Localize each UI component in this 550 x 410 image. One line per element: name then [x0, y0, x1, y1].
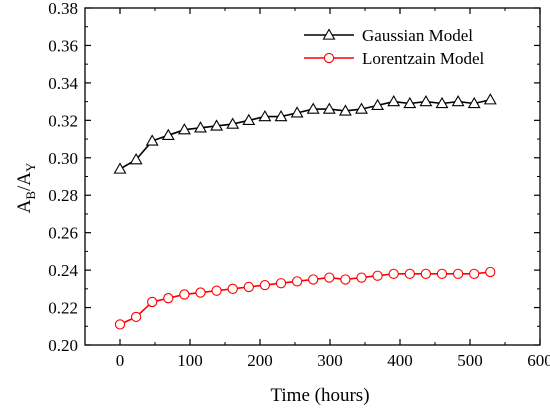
y-tick-label: 0.28: [48, 186, 78, 205]
series-line: [119, 98, 491, 170]
legend-label: Gaussian Model: [362, 26, 473, 45]
data-point: [195, 287, 206, 298]
y-axis-title-main-b: A: [14, 172, 35, 186]
data-point: [226, 117, 240, 129]
data-point: [242, 113, 256, 126]
y-tick-label: 0.30: [48, 149, 78, 168]
data-point: [451, 95, 465, 107]
legend-label: Lorentzain Model: [362, 49, 485, 68]
legend-marker: [323, 52, 335, 64]
x-tick-label: 100: [177, 351, 203, 370]
data-point: [322, 102, 336, 114]
data-point: [179, 289, 190, 300]
y-tick-label: 0.34: [48, 74, 78, 93]
data-point: [436, 268, 448, 280]
y-axis-title-sub-b: Y: [23, 162, 38, 172]
data-point: [388, 268, 399, 280]
series-2: [114, 266, 496, 330]
data-point: [258, 109, 272, 122]
data-point: [243, 281, 254, 293]
data-point: [211, 285, 222, 296]
data-point: [356, 272, 367, 283]
y-axis-title: AB/AY: [14, 162, 38, 213]
data-point: [145, 134, 159, 146]
data-point: [177, 123, 191, 135]
data-point: [113, 162, 127, 174]
data-point: [483, 93, 497, 105]
data-point: [371, 98, 385, 111]
data-point: [324, 272, 335, 283]
x-axis-title: Time (hours): [270, 385, 369, 406]
data-point: [130, 311, 142, 323]
series-line: [119, 271, 491, 326]
data-point: [308, 274, 319, 285]
data-point: [419, 95, 433, 107]
y-tick-label: 0.24: [48, 261, 78, 280]
data-point: [338, 104, 352, 116]
y-tick-label: 0.26: [48, 224, 78, 243]
legend: Gaussian Model Lorentzain Model: [304, 26, 485, 68]
data-point: [340, 274, 351, 285]
y-tick-label: 0.38: [48, 0, 78, 18]
data-point: [467, 96, 481, 109]
x-tick-label: 0: [116, 351, 125, 370]
data-point: [114, 319, 126, 330]
y-tick-label: 0.20: [48, 336, 78, 355]
data-point: [420, 268, 432, 280]
data-point: [485, 266, 496, 278]
data-point: [163, 293, 174, 304]
y-axis-title-main-a: A: [14, 199, 35, 213]
x-tick-label: 500: [457, 351, 483, 370]
y-axis-title-sub-a: B: [23, 191, 38, 200]
data-point: [372, 270, 383, 281]
data-point: [355, 102, 368, 114]
data-point: [259, 279, 271, 291]
x-tick-label: 400: [387, 351, 413, 370]
data-point: [147, 296, 158, 308]
y-tick-label: 0.32: [48, 111, 78, 130]
series-1: [113, 93, 497, 174]
data-point: [275, 278, 287, 289]
x-tick-label: 300: [317, 351, 343, 370]
data-point: [387, 95, 401, 107]
legend-marker: [322, 28, 336, 40]
series-layer: [113, 93, 497, 330]
data-point: [210, 119, 224, 131]
data-point: [194, 121, 207, 133]
data-point: [290, 106, 304, 118]
data-point: [404, 268, 415, 280]
y-tick-label: 0.36: [48, 36, 78, 55]
data-point: [227, 283, 238, 294]
y-tick-label: 0.22: [48, 299, 78, 318]
data-point: [291, 276, 303, 287]
data-point: [274, 109, 288, 122]
data-point: [469, 268, 480, 280]
axes: 0 100 200 300 400 500 600 0.20 0.22 0.24 0.26 0.28 0…: [48, 0, 550, 370]
data-point: [452, 268, 464, 280]
x-tick-label: 200: [247, 351, 273, 370]
y-axis-title-sep: /: [14, 185, 35, 191]
data-point: [161, 128, 175, 140]
data-point: [435, 96, 449, 109]
data-point: [129, 153, 143, 165]
x-tick-label: 600: [527, 351, 550, 370]
data-point: [403, 96, 417, 109]
data-point: [306, 102, 320, 114]
